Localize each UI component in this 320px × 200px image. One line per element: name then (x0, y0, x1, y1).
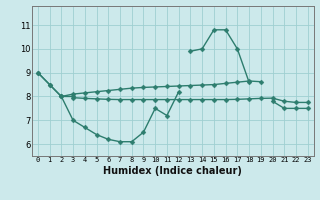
X-axis label: Humidex (Indice chaleur): Humidex (Indice chaleur) (103, 166, 242, 176)
